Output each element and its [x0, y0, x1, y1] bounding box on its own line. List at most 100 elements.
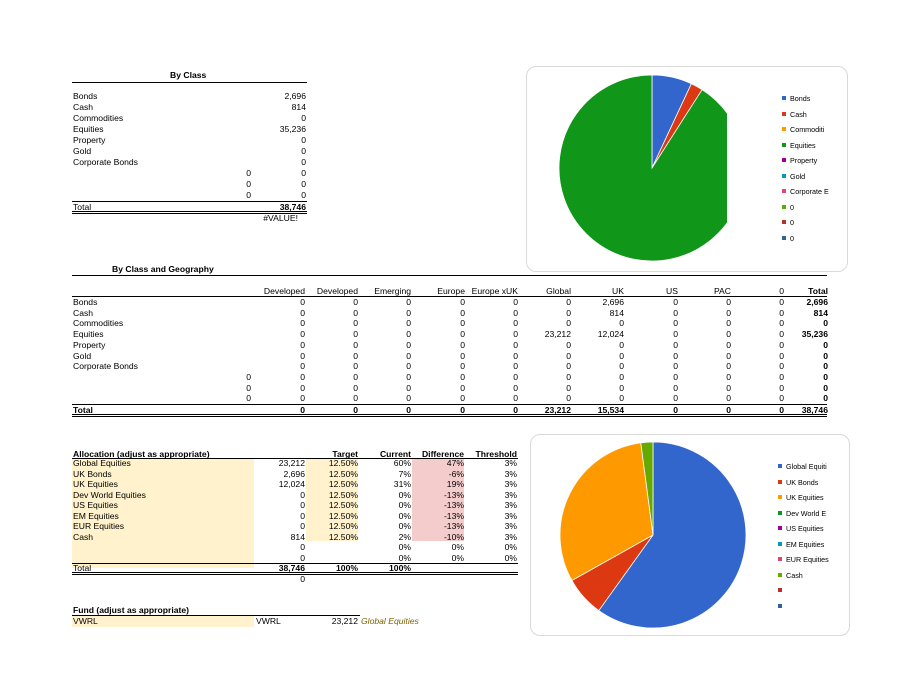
legend-swatch — [778, 510, 782, 515]
allocation-row-target[interactable]: 12.50% — [328, 531, 358, 542]
pie-slice-uk-equities[interactable] — [559, 442, 654, 582]
by-class-row-value: 2,696 — [284, 91, 306, 101]
geo-row-label: Gold — [73, 350, 92, 361]
legend-entry[interactable]: Dev World E — [778, 509, 826, 518]
legend-entry[interactable]: Corporate E — [782, 188, 829, 196]
legend-entry[interactable] — [778, 603, 786, 611]
geo-cell: 0 — [460, 393, 465, 404]
allocation-target-header: Target — [332, 449, 358, 459]
geo-cell: 0 — [353, 350, 358, 361]
allocation-row-target[interactable]: 12.50% — [328, 489, 358, 500]
geo-cell: 0 — [460, 350, 465, 361]
legend-entry[interactable]: EM Equities — [778, 539, 825, 549]
allocation-target-fill — [306, 458, 358, 541]
allocation-row-threshold: 3% — [504, 500, 517, 510]
allocation-row-current: 0% — [398, 500, 411, 510]
geo-cell: 0 — [779, 393, 784, 404]
allocation-row-value: 12,024 — [278, 479, 305, 489]
geo-cell: 0 — [779, 382, 784, 393]
allocation-pie-chart[interactable]: Global Equiti UK Bonds UK Equities Dev Worl… — [530, 434, 850, 636]
geo-cell: 0 — [353, 318, 358, 329]
geo-cell: 0 — [300, 382, 305, 393]
legend-entry[interactable]: Commoditi — [782, 126, 824, 134]
geo-cell: 0 — [513, 361, 518, 372]
allocation-row-target[interactable]: 12.50% — [328, 510, 358, 521]
geo-cell: 0 — [513, 382, 518, 393]
geo-cell: 0 — [673, 307, 678, 318]
geo-cell: 0 — [619, 393, 624, 404]
by-class-row-value: 35,236 — [279, 124, 306, 134]
allocation-row-label[interactable]: EM Equities — [73, 510, 119, 521]
allocation-below-total: 0 — [300, 574, 305, 584]
legend-label: US Equities — [786, 524, 824, 533]
geo-cell: 0 — [566, 382, 571, 393]
geo-cell: 0 — [566, 361, 571, 372]
geo-cell: 0 — [619, 318, 624, 329]
legend-label: EM Equities — [786, 539, 825, 549]
geo-cell: 0 — [460, 318, 465, 329]
legend-entry[interactable]: Property — [782, 157, 817, 165]
legend-swatch — [782, 127, 786, 131]
geo-total-cell: 0 — [353, 405, 358, 415]
by-class-header-rule — [72, 82, 307, 83]
pie-slice-global-equities[interactable] — [598, 441, 747, 629]
geo-cell: 0 — [566, 318, 571, 329]
geo-cell: 0 — [726, 339, 731, 350]
legend-entry[interactable]: Equities — [782, 141, 816, 150]
allocation-row-label[interactable]: Dev World Equities — [73, 489, 146, 500]
allocation-row-label[interactable]: UK Equities — [73, 479, 118, 489]
geo-cell: 0 — [673, 371, 678, 382]
allocation-row-target[interactable]: 12.50% — [328, 500, 358, 510]
legend-entry[interactable]: 0 — [782, 234, 794, 243]
legend-swatch — [778, 603, 782, 608]
legend-entry[interactable]: Cash — [778, 571, 803, 580]
pie-slice-equities[interactable] — [558, 74, 727, 262]
legend-entry[interactable]: 0 — [782, 203, 794, 212]
allocation-row-difference: -13% — [443, 510, 464, 521]
legend-label: Gold — [790, 171, 806, 181]
geo-cell: 0 — [823, 350, 828, 361]
allocation-row-label[interactable]: Cash — [73, 531, 94, 542]
geo-total-cell: 0 — [673, 405, 678, 415]
class-pie-chart[interactable]: Bonds Cash Commoditi Equities Property Gold Co… — [526, 66, 848, 272]
allocation-row-target[interactable]: 12.50% — [328, 479, 358, 489]
allocation-row-label[interactable]: EUR Equities — [73, 521, 125, 531]
by-class-row-value: 0 — [301, 157, 306, 167]
legend-entry[interactable] — [778, 587, 786, 595]
geo-cell: 0 — [353, 307, 358, 318]
legend-entry[interactable]: EUR Equities — [778, 556, 829, 564]
allocation-row-target[interactable]: 12.50% — [328, 458, 358, 468]
legend-entry[interactable]: Cash — [782, 110, 807, 119]
legend-entry[interactable]: Gold — [782, 171, 806, 181]
legend-entry[interactable]: Global Equiti — [778, 463, 827, 471]
allocation-row-target[interactable]: 12.50% — [328, 468, 358, 479]
allocation-row-label[interactable]: Global Equities — [73, 458, 131, 468]
legend-entry[interactable]: Bonds — [782, 95, 810, 103]
by-class-row-value: 0 — [301, 135, 306, 145]
legend-entry[interactable]: 0 — [782, 219, 794, 227]
geo-cell: 0 — [823, 339, 828, 350]
pie-slice-cash[interactable] — [640, 441, 654, 536]
geo-column-header: Emerging — [374, 286, 411, 296]
geo-cell: 0 — [406, 329, 411, 340]
allocation-row-difference: 47% — [446, 458, 464, 468]
allocation-row-target[interactable]: 12.50% — [328, 521, 358, 531]
geo-total-cell: 0 — [726, 405, 731, 415]
allocation-row-current: 60% — [393, 458, 411, 468]
by-class-total-double-rule — [72, 211, 307, 214]
allocation-row-label[interactable]: US Equities — [73, 500, 118, 510]
geo-cell: 0 — [300, 297, 305, 307]
geo-cell: 2,696 — [806, 297, 828, 307]
legend-swatch — [778, 572, 782, 577]
legend-entry[interactable]: UK Bonds — [778, 478, 818, 487]
fund-name[interactable]: VWRL — [73, 616, 98, 626]
allocation-row-value: 0 — [300, 500, 305, 510]
allocation-row-value: 0 — [300, 489, 305, 500]
geo-cell: 0 — [726, 393, 731, 404]
geo-cell: 0 — [406, 361, 411, 372]
legend-label: Commoditi — [790, 125, 825, 134]
geo-cell: 0 — [353, 329, 358, 340]
legend-entry[interactable]: US Equities — [778, 525, 824, 533]
allocation-row-label[interactable]: UK Bonds — [73, 468, 112, 479]
legend-entry[interactable]: UK Equities — [778, 494, 824, 502]
